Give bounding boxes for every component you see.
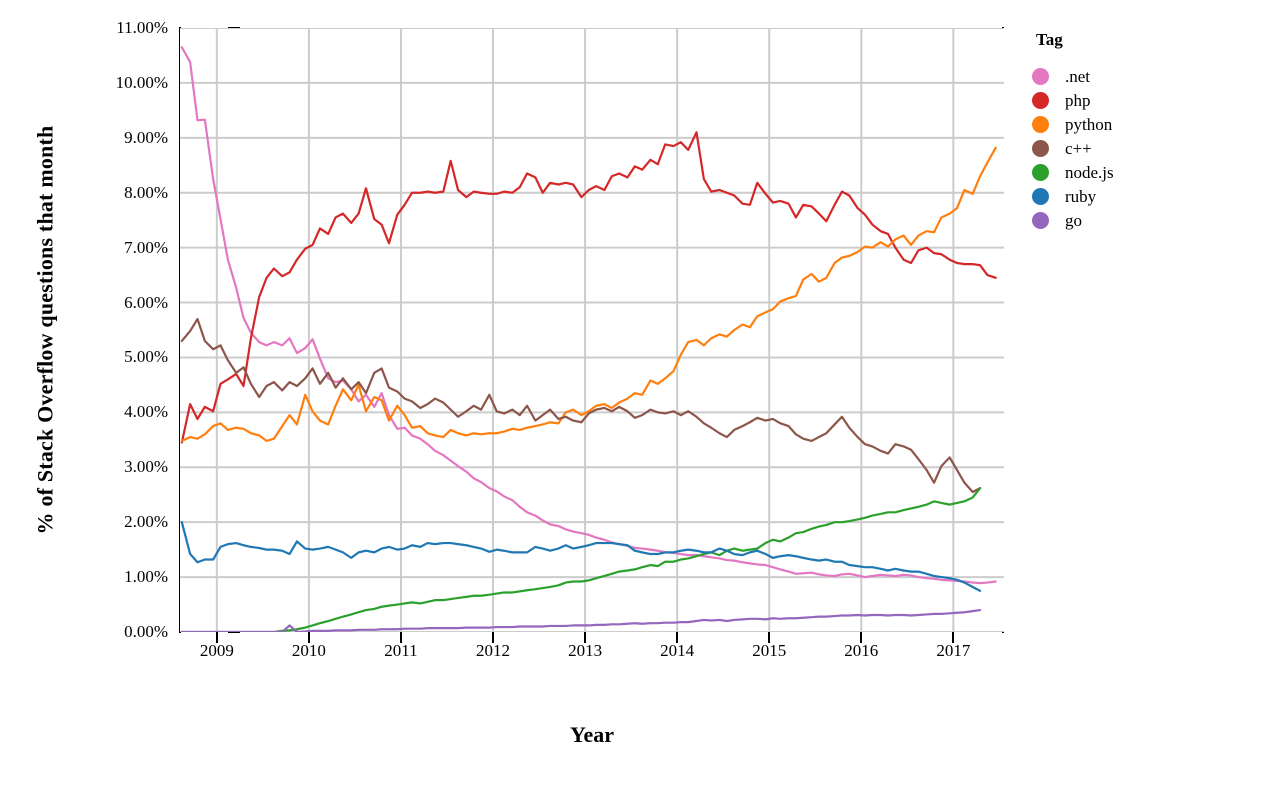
plot-area [180,28,1004,632]
x-axis-tick-label: 2013 [568,641,603,660]
y-axis-tick-label: 3.00% [124,457,168,477]
legend-item-label: .net [1065,66,1091,86]
y-axis-tick-mark [228,631,240,633]
y-axis-tick-label: 9.00% [124,127,168,147]
y-axis-tick-label: 4.00% [124,402,168,422]
series-line--net [180,46,997,585]
legend-item-ruby[interactable]: ruby [1032,184,1242,208]
y-axis-tick-label: 11.00% [116,18,168,37]
legend-item--net[interactable]: .net [1032,64,1242,88]
y-axis-tick-label: 5.00% [124,347,168,367]
x-axis-tick-label: 2009 [199,641,234,660]
y-axis-tick-label: 6.00% [124,292,168,312]
legend-swatch-icon [1032,67,1049,85]
legend-item-label: node.js [1065,162,1114,182]
x-axis-tick-mark [676,632,679,643]
legend-swatch-icon [1032,139,1049,157]
x-axis-tick-mark [399,632,402,643]
y-axis-tick-labels: 0.00% 1.00% 2.00% 3.00% 4.00% 5.00% 6.00% 7.00%… [60,0,240,810]
x-axis-tick-label: 2016 [844,641,879,660]
legend-item-go[interactable]: go [1032,208,1242,232]
legend-swatch-icon [1032,91,1049,109]
legend-item-php[interactable]: php [1032,88,1242,112]
plot-svg [180,28,1004,632]
x-axis-tick-mark [860,632,863,643]
x-axis-tick-label: 2012 [476,641,511,660]
y-axis-tick-label: 1.00% [124,567,168,587]
legend-item-label: go [1065,210,1082,230]
x-axis-tick-label: 2010 [291,641,326,660]
x-axis-tick-mark [584,632,587,643]
series-line-c- [180,317,982,494]
legend: Tag .net php python c++ node.js ruby go [1032,30,1242,232]
series-line-php [180,131,997,444]
series-line-node-js [180,487,982,632]
x-axis-tick-label: 2014 [660,641,695,660]
series-line-ruby [180,521,982,592]
x-axis-tick-label: 2017 [936,641,971,660]
legend-item-node-js[interactable]: node.js [1032,160,1242,184]
y-axis-tick-label: 7.00% [124,237,168,257]
x-axis-tick-label: 2015 [752,641,787,660]
x-axis-tick-mark [952,632,955,643]
legend-item-c-[interactable]: c++ [1032,136,1242,160]
legend-items: .net php python c++ node.js ruby go [1032,64,1242,232]
legend-item-label: ruby [1065,186,1097,206]
legend-swatch-icon [1032,163,1049,181]
x-axis-tick-mark [215,632,218,643]
x-axis-tick-mark [768,632,771,643]
legend-item-label: c++ [1065,138,1092,158]
x-axis-tick-mark [492,632,495,643]
legend-title: Tag [1036,30,1063,49]
legend-swatch-icon [1032,211,1049,229]
series-line-go [180,608,982,632]
legend-item-label: php [1065,90,1091,110]
y-axis-tick-label: 8.00% [124,182,168,202]
legend-item-python[interactable]: python [1032,112,1242,136]
x-axis-tick-mark [307,632,310,643]
y-axis-tick-label: 0.00% [124,622,168,641]
y-axis-tick-label: 10.00% [115,72,168,92]
y-axis-tick-label: 2.00% [124,512,168,532]
series-line-python [180,146,997,443]
legend-item-label: python [1065,114,1113,134]
legend-swatch-icon [1032,187,1049,205]
x-axis-title: Year [570,722,614,747]
legend-swatch-icon [1032,115,1049,133]
x-axis-tick-label: 2011 [384,641,418,660]
